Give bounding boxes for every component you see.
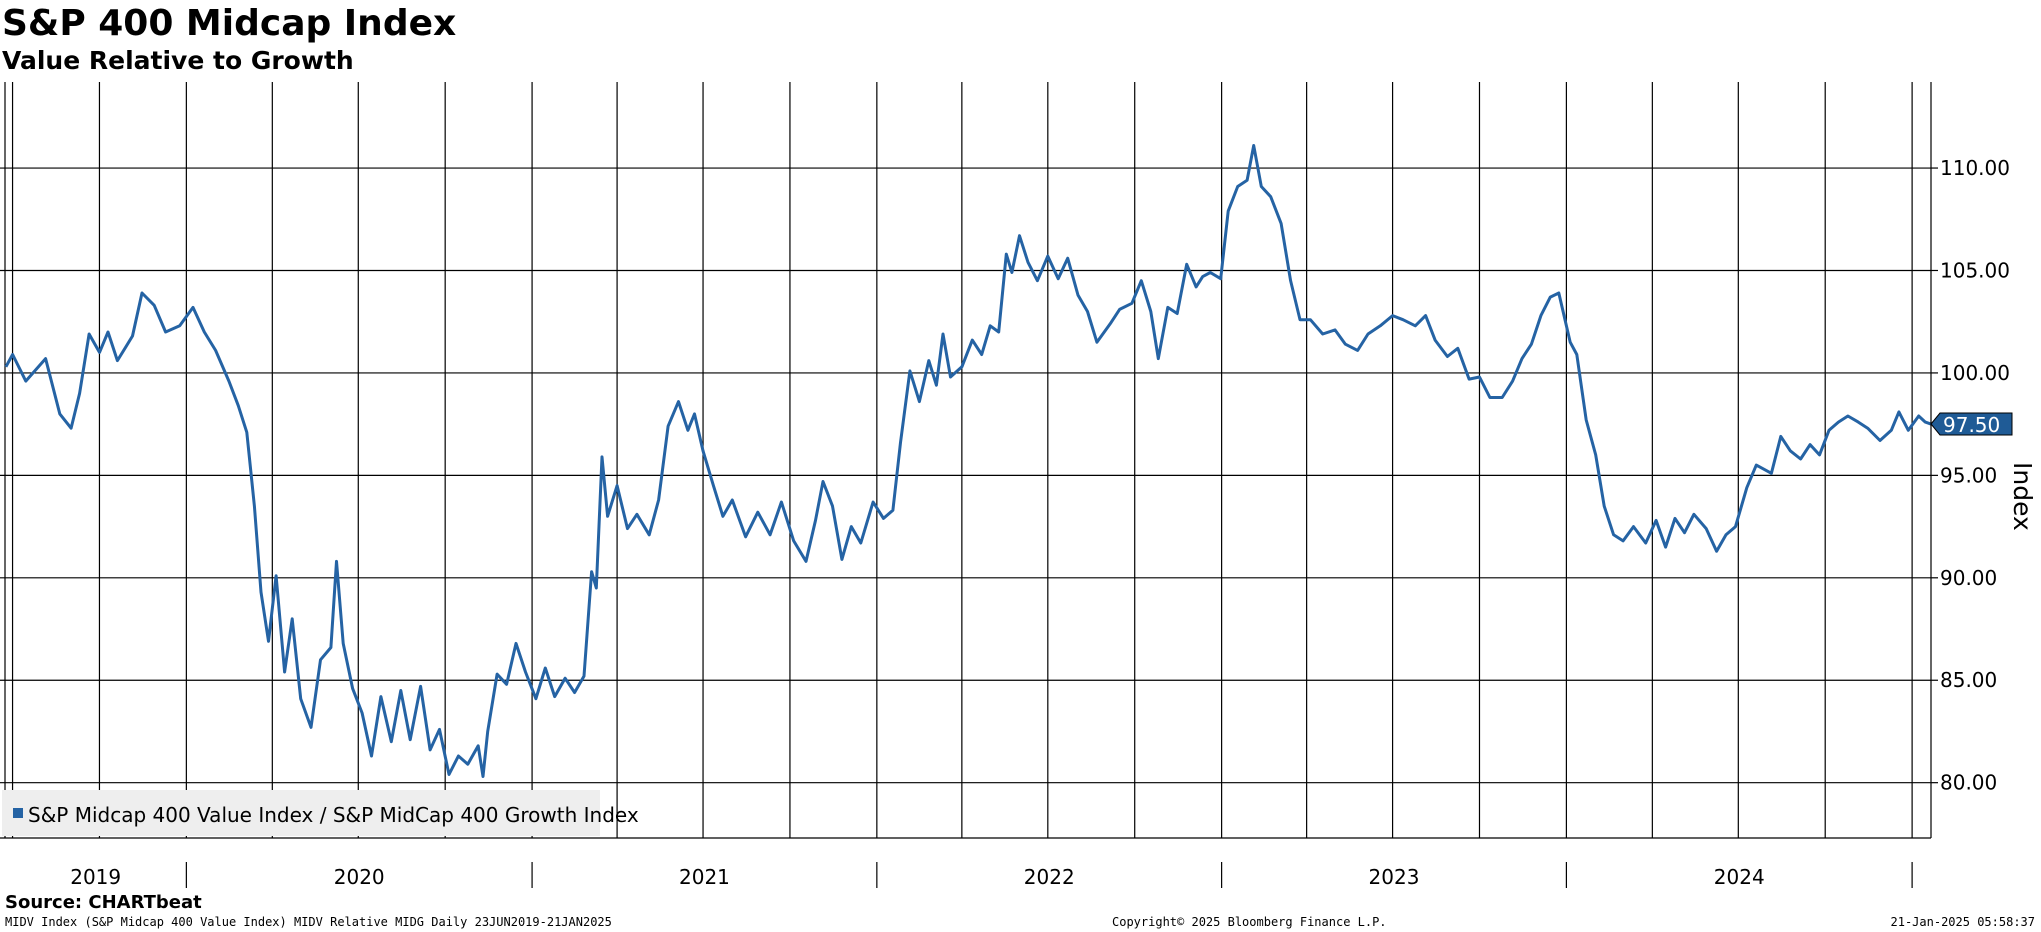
y-tick-label: 90.00 [1940,566,1997,590]
chart-subtitle: Value Relative to Growth [2,46,354,75]
x-year-label: 2020 [334,865,385,889]
y-tick-label: 100.00 [1940,361,2010,385]
x-year-label: 2023 [1369,865,1420,889]
chart-title: S&P 400 Midcap Index [2,3,457,44]
legend: S&P Midcap 400 Value Index / S&P MidCap … [2,790,639,836]
y-tick-label: 110.00 [1940,156,2010,180]
last-value-label: 97.50 [1943,413,2000,437]
x-year-label: 2024 [1714,865,1765,889]
x-year-label: 2022 [1024,865,1075,889]
y-tick-label: 80.00 [1940,771,1997,795]
series-line [4,144,1932,778]
last-value-marker: 97.50 [1930,412,2013,437]
x-year-label: 2021 [679,865,730,889]
y-tick-label: 85.00 [1940,668,1997,692]
x-year-label: 2019 [70,865,121,889]
source-note: Source: CHARTbeat [5,892,202,913]
y-tick-label: 105.00 [1940,258,2010,282]
y-axis-title: Index [2008,462,2037,531]
grid-lines [0,82,1931,838]
legend-entry: S&P Midcap 400 Value Index / S&P MidCap … [28,803,639,827]
last-value-flag [1930,412,2013,436]
footer-timestamp: 21-Jan-2025 05:58:37 [1890,915,2036,929]
legend-swatch [13,808,23,818]
legend-background [2,790,600,836]
series-line-group [4,144,1932,778]
axes: 80.00 85.00 90.00 95.00 100.00 105.00 110.00 20… [0,82,2010,889]
footer-security-description: MIDV Index (S&P Midcap 400 Value Index) … [5,915,612,929]
y-tick-label: 95.00 [1940,463,1997,487]
footer-copyright: Copyright© 2025 Bloomberg Finance L.P. [1112,915,1387,929]
